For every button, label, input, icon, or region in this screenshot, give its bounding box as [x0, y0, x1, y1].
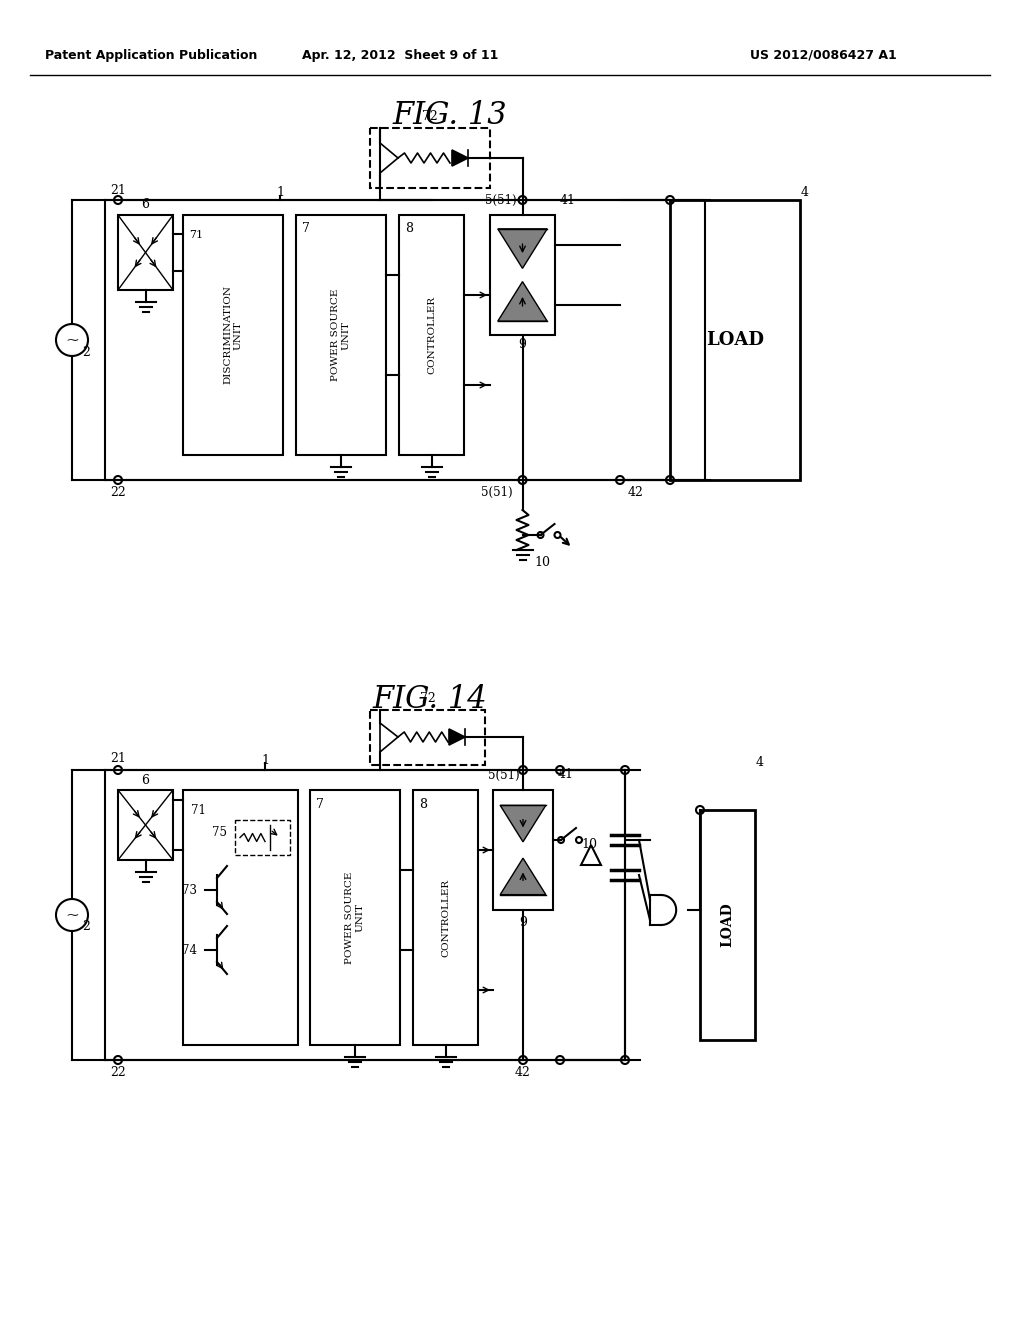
Bar — [118, 789, 173, 861]
Text: 5(51): 5(51) — [488, 768, 519, 781]
Polygon shape — [449, 729, 465, 744]
Bar — [370, 710, 485, 766]
Text: 8: 8 — [406, 223, 413, 235]
Text: 6: 6 — [141, 774, 150, 787]
Text: 4: 4 — [756, 755, 764, 768]
Polygon shape — [452, 150, 468, 166]
Text: FIG. 13: FIG. 13 — [392, 99, 507, 131]
Text: LOAD: LOAD — [706, 331, 764, 348]
Text: 5(51): 5(51) — [485, 194, 517, 206]
Text: 41: 41 — [558, 768, 574, 781]
Text: 4: 4 — [801, 186, 809, 198]
Text: 7: 7 — [316, 797, 324, 810]
Text: 2: 2 — [82, 920, 90, 933]
Text: LOAD: LOAD — [720, 903, 734, 948]
Text: 9: 9 — [519, 916, 527, 928]
Text: 10: 10 — [535, 557, 551, 569]
Text: 22: 22 — [111, 1067, 126, 1080]
Text: 72: 72 — [422, 110, 438, 123]
Bar — [670, 201, 800, 480]
Text: 21: 21 — [110, 183, 126, 197]
Text: 2: 2 — [82, 346, 90, 359]
Text: 1: 1 — [261, 754, 269, 767]
Text: 22: 22 — [111, 486, 126, 499]
Bar — [399, 215, 464, 455]
Text: 5(51): 5(51) — [481, 486, 512, 499]
Text: 1: 1 — [276, 186, 284, 198]
Text: 8: 8 — [419, 797, 427, 810]
Text: 71: 71 — [189, 230, 203, 240]
Text: 74: 74 — [182, 944, 197, 957]
Bar — [118, 215, 173, 290]
Bar — [490, 215, 555, 335]
Text: 42: 42 — [628, 486, 644, 499]
Text: 75: 75 — [212, 826, 227, 840]
Polygon shape — [498, 281, 547, 321]
Text: ~: ~ — [65, 907, 79, 924]
Text: 10: 10 — [581, 838, 597, 851]
Text: 9: 9 — [518, 338, 526, 351]
Polygon shape — [500, 805, 546, 842]
Text: Apr. 12, 2012  Sheet 9 of 11: Apr. 12, 2012 Sheet 9 of 11 — [302, 49, 499, 62]
Text: POWER SOURCE
UNIT: POWER SOURCE UNIT — [345, 871, 365, 964]
Text: 6: 6 — [141, 198, 150, 211]
Text: 7: 7 — [302, 223, 310, 235]
Bar — [296, 215, 386, 455]
Bar — [234, 820, 290, 855]
Polygon shape — [498, 228, 547, 268]
Text: 21: 21 — [110, 751, 126, 764]
Bar — [413, 789, 478, 1045]
Text: CONTROLLER: CONTROLLER — [441, 878, 450, 957]
Text: 71: 71 — [191, 804, 206, 817]
Bar — [183, 789, 298, 1045]
Text: 41: 41 — [560, 194, 575, 206]
Bar — [700, 810, 755, 1040]
Polygon shape — [500, 858, 546, 895]
Bar — [370, 128, 490, 187]
Bar — [310, 789, 400, 1045]
Text: 42: 42 — [515, 1067, 530, 1080]
Text: FIG. 14: FIG. 14 — [373, 685, 487, 715]
Bar — [493, 789, 553, 909]
Text: 72: 72 — [420, 692, 435, 705]
Text: CONTROLLER: CONTROLLER — [427, 296, 436, 374]
Text: DISCRIMINATION
UNIT: DISCRIMINATION UNIT — [223, 285, 243, 384]
Bar — [105, 770, 625, 1060]
Bar — [105, 201, 705, 480]
Text: 73: 73 — [182, 883, 197, 896]
Text: POWER SOURCE
UNIT: POWER SOURCE UNIT — [332, 289, 350, 381]
Text: US 2012/0086427 A1: US 2012/0086427 A1 — [750, 49, 897, 62]
Bar — [183, 215, 283, 455]
Text: Patent Application Publication: Patent Application Publication — [45, 49, 257, 62]
Text: ~: ~ — [65, 331, 79, 348]
